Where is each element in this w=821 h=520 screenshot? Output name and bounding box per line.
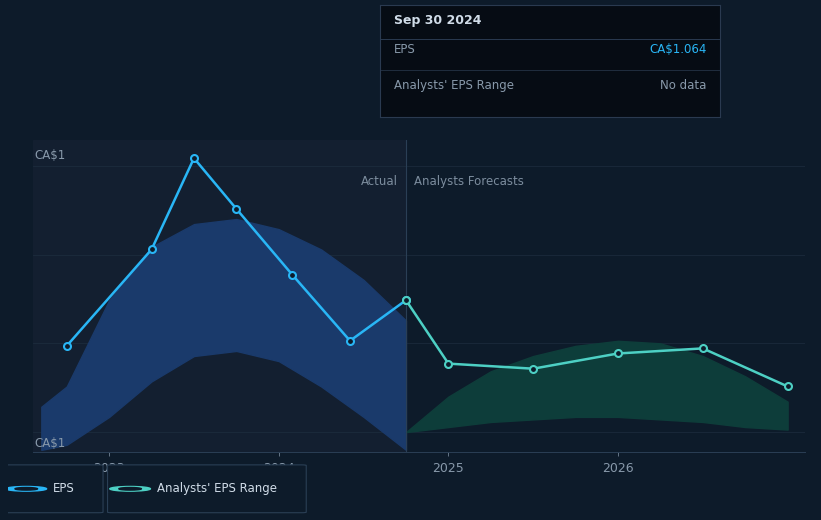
FancyBboxPatch shape — [3, 465, 103, 513]
Text: Analysts Forecasts: Analysts Forecasts — [415, 175, 525, 188]
Circle shape — [119, 488, 141, 490]
Text: Actual: Actual — [360, 175, 397, 188]
Text: Sep 30 2024: Sep 30 2024 — [394, 14, 481, 27]
Text: Analysts' EPS Range: Analysts' EPS Range — [394, 79, 514, 92]
Text: EPS: EPS — [53, 483, 75, 495]
Text: CA$1: CA$1 — [34, 149, 66, 162]
Text: Analysts' EPS Range: Analysts' EPS Range — [158, 483, 277, 495]
Circle shape — [15, 488, 38, 490]
Bar — [33, 140, 406, 452]
Circle shape — [6, 487, 47, 491]
Text: EPS: EPS — [394, 44, 415, 56]
Text: CA$1.064: CA$1.064 — [649, 44, 706, 56]
Circle shape — [110, 487, 150, 491]
Text: No data: No data — [660, 79, 706, 92]
Text: CA$1: CA$1 — [34, 437, 66, 450]
FancyBboxPatch shape — [108, 465, 306, 513]
